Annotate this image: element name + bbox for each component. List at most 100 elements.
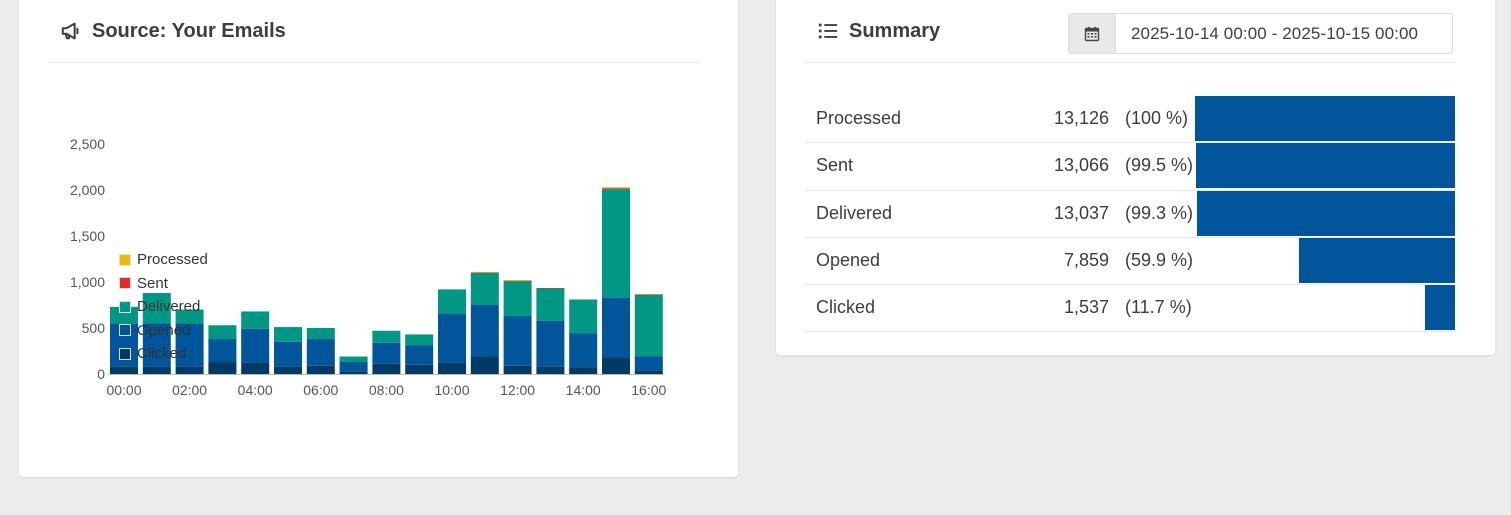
bar-segment-opened <box>470 305 499 357</box>
bar-segment-opened <box>175 323 204 367</box>
summary-row-label: Processed <box>816 108 902 128</box>
x-tick-label: 06:00 <box>303 382 338 398</box>
summary-table: Processed 13,126 (100 %) Sent 13,066 (99.5 %)… <box>805 96 1455 333</box>
bar-segment-delivered <box>142 293 171 324</box>
summary-row-label: Opened <box>816 249 881 270</box>
summary-card-title: Summary <box>849 19 941 42</box>
summary-row-bar <box>1299 237 1455 283</box>
bar-segment-opened <box>634 356 663 371</box>
bar-segment-opened <box>536 320 565 367</box>
chart-legend: Processed Sent Delivered Opened Clicked <box>119 248 208 366</box>
x-tick-label: 10:00 <box>434 382 469 398</box>
bar-segment-opened <box>405 345 434 365</box>
y-tick-label: 1,500 <box>70 228 105 244</box>
x-tick-label: 14:00 <box>566 382 601 398</box>
bar-segment-clicked <box>306 365 335 374</box>
bar-segment-clicked <box>274 366 302 374</box>
legend-item-opened[interactable]: Opened <box>119 319 208 343</box>
bar-segment-opened <box>503 316 532 366</box>
summary-row-percent: (99.5 %) <box>1125 155 1194 176</box>
legend-swatch <box>119 300 131 313</box>
date-range-input[interactable]: 2025-10-14 00:00 - 2025-10-15 00:00 <box>1131 23 1419 43</box>
bar-segment-delivered <box>602 189 630 298</box>
x-tick-label: 12:00 <box>500 382 535 398</box>
bar-segment-clicked <box>536 366 565 374</box>
source-card: Source: Your Emails 0 500 1,000 1,500 2,000 2… <box>19 0 738 477</box>
summary-row-processed: Processed 13,126 (100 %) <box>805 96 1455 144</box>
bar-segment-delivered <box>634 294 663 357</box>
date-range-picker[interactable]: 2025-10-14 00:00 - 2025-10-15 00:00 <box>1068 13 1453 54</box>
bar-segment-opened <box>306 339 335 366</box>
bar-segment-processed <box>634 293 663 295</box>
bar-segment-delivered <box>175 309 204 324</box>
bar-segment-opened <box>241 328 270 363</box>
legend-swatch <box>119 347 131 360</box>
bar-segment-sent <box>602 188 630 190</box>
bar-segment-opened <box>142 323 171 367</box>
bar-segment-clicked <box>405 364 434 374</box>
summary-row-percent: (11.7 %) <box>1125 297 1192 318</box>
legend-item-delivered[interactable]: Delivered <box>119 295 208 319</box>
summary-row-percent: (59.9 %) <box>1125 249 1194 270</box>
bar-segment-clicked <box>569 367 598 374</box>
legend-swatch <box>119 324 131 337</box>
bar-segment-clicked <box>110 366 138 374</box>
summary-row-percent: (100 %) <box>1125 108 1189 128</box>
bar-segment-delivered <box>536 288 565 321</box>
legend-item-processed[interactable]: Processed <box>119 248 208 272</box>
bar-segment-delivered <box>208 325 237 340</box>
summary-row-label: Delivered <box>816 202 893 223</box>
summary-row-count: 1,537 <box>1063 297 1109 318</box>
bar-segment-delivered <box>470 272 499 305</box>
summary-row-label: Sent <box>816 155 854 176</box>
bar-segment-opened <box>274 341 302 367</box>
bar-segment-sent <box>470 272 499 273</box>
legend-item-clicked[interactable]: Clicked <box>119 342 208 366</box>
bar-segment-clicked <box>634 370 663 374</box>
bar-segment-clicked <box>503 365 532 374</box>
legend-swatch <box>119 277 131 290</box>
y-tick-label: 1,000 <box>70 274 105 290</box>
bar-segment-delivered <box>274 327 302 342</box>
bar-segment-sent <box>503 280 532 282</box>
bar-segment-opened <box>569 333 598 368</box>
y-tick-label: 0 <box>97 366 105 382</box>
bar-segment-clicked <box>175 366 204 374</box>
email-volume-chart: 0 500 1,000 1,500 2,000 2,500 00:00 02:00 04:00 0… <box>70 136 667 398</box>
list-icon <box>818 23 838 39</box>
megaphone-icon <box>61 22 79 40</box>
summary-row-count: 13,066 <box>1053 155 1109 176</box>
summary-row-sent: Sent 13,066 (99.5 %) <box>805 143 1455 191</box>
date-range-addon[interactable] <box>1069 14 1116 53</box>
calendar-icon <box>1084 26 1100 41</box>
bar-segment-processed <box>503 280 532 281</box>
y-tick-label: 500 <box>82 320 106 336</box>
summary-row-opened: Opened 7,859 (59.9 %) <box>805 237 1455 286</box>
summary-row-delivered: Delivered 13,037 (99.3 %) <box>805 190 1455 238</box>
bar-segment-delivered <box>372 330 401 343</box>
bar-segment-delivered <box>241 311 270 329</box>
bar-segment-clicked <box>241 362 270 374</box>
legend-label: Opened <box>137 321 191 339</box>
bar-segment-processed <box>602 187 630 189</box>
bar-segment-delivered <box>405 334 434 346</box>
bar-segment-opened <box>438 313 466 363</box>
summary-row-count: 13,126 <box>1053 108 1109 128</box>
summary-card: Summary 2025-10-14 00:00 - 2025-10-15 00… <box>776 0 1495 355</box>
legend-label: Sent <box>137 274 168 292</box>
summary-card-header: Summary <box>805 0 1455 63</box>
bar-segment-delivered <box>438 289 466 314</box>
legend-item-sent[interactable]: Sent <box>119 272 208 296</box>
x-tick-label: 00:00 <box>106 382 141 398</box>
bar-segment-clicked <box>438 362 466 374</box>
summary-row-count: 7,859 <box>1063 249 1109 270</box>
summary-row-bar <box>1196 143 1455 189</box>
bar-segment-delivered <box>339 356 368 363</box>
x-tick-label: 16:00 <box>631 382 666 398</box>
bar-segment-clicked <box>208 362 237 374</box>
source-card-header: Source: Your Emails <box>48 0 699 63</box>
x-tick-label: 02:00 <box>172 382 207 398</box>
legend-label: Processed <box>137 251 208 269</box>
summary-row-label: Clicked <box>816 297 876 318</box>
bar-segment-clicked <box>142 366 171 374</box>
